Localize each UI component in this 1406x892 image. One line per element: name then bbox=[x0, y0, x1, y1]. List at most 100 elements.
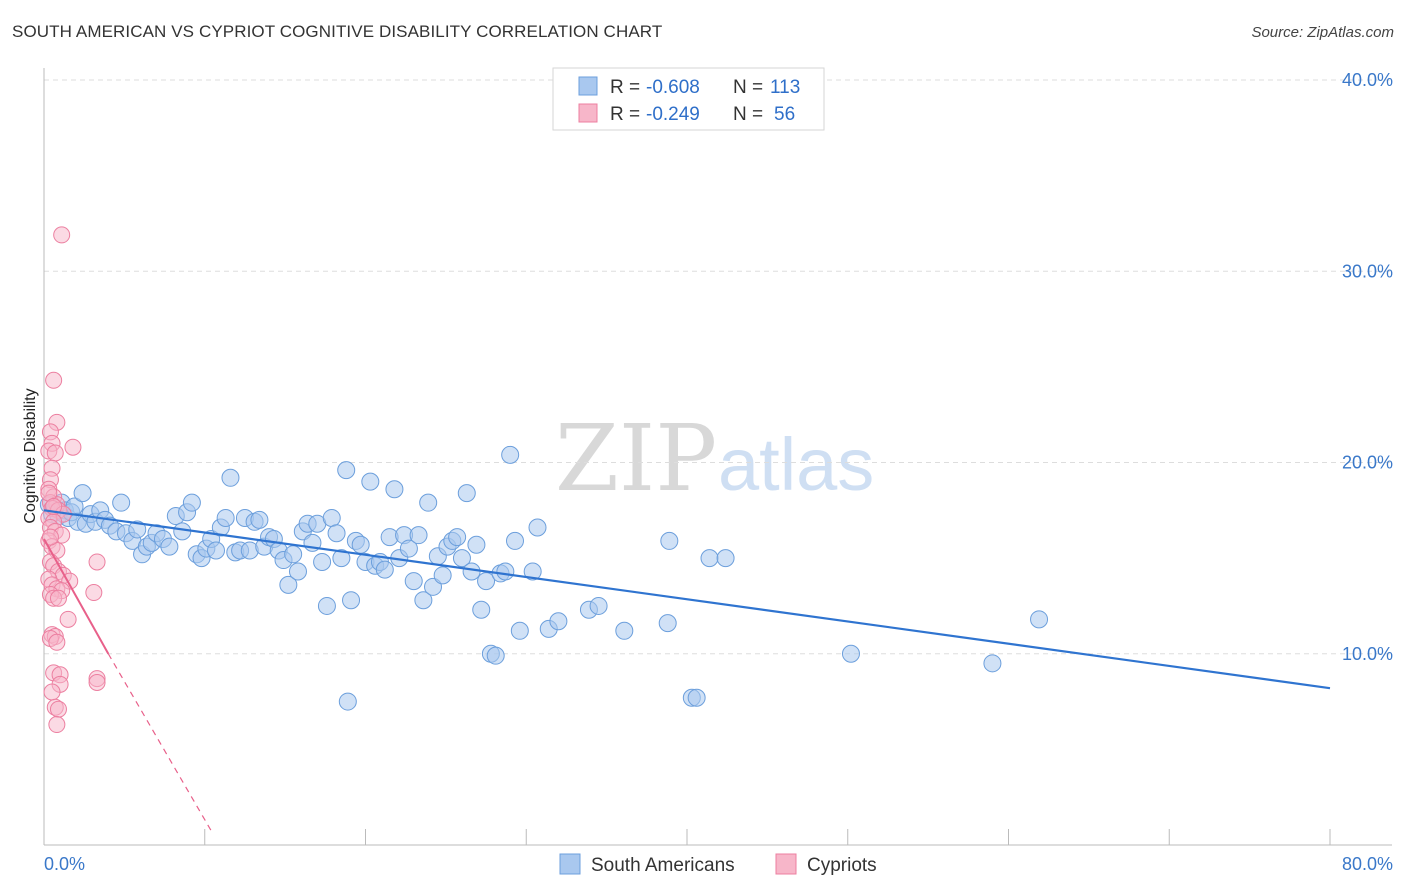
y-axis-label: Cognitive Disability bbox=[22, 388, 39, 523]
watermark-atlas: atlas bbox=[718, 423, 874, 506]
trend-lines bbox=[43, 509, 1331, 834]
south-american-point bbox=[1030, 610, 1049, 629]
south-american-point bbox=[716, 549, 735, 568]
y-tick-labels: 10.0% 20.0% 30.0% 40.0% bbox=[1342, 70, 1393, 664]
south-american-point bbox=[327, 524, 346, 543]
series-label-cypriots: Cypriots bbox=[807, 855, 877, 876]
south-american-point bbox=[160, 537, 179, 556]
south-american-point bbox=[288, 562, 307, 581]
south-american-point bbox=[549, 612, 568, 631]
south-american-point bbox=[385, 480, 404, 499]
south-american-point bbox=[332, 549, 351, 568]
cypriots-trend-extension bbox=[107, 653, 214, 834]
south-americans-points bbox=[39, 445, 1049, 711]
x-tick-label-min: 0.0% bbox=[44, 854, 85, 874]
south-american-point bbox=[112, 493, 131, 512]
south-american-point bbox=[687, 688, 706, 707]
south-american-point bbox=[700, 549, 719, 568]
south-american-point bbox=[337, 461, 356, 480]
series-swatch-cypriots bbox=[775, 853, 797, 875]
south-american-point bbox=[496, 562, 515, 581]
cypriot-point bbox=[49, 589, 67, 607]
cypriot-point bbox=[88, 553, 106, 571]
cypriot-point bbox=[88, 673, 106, 691]
south-american-point bbox=[221, 468, 240, 487]
south-american-point bbox=[448, 528, 467, 547]
chart-title: SOUTH AMERICAN VS CYPRIOT COGNITIVE DISA… bbox=[12, 22, 663, 41]
legend-swatch-south-americans bbox=[578, 76, 598, 96]
cypriot-point bbox=[48, 633, 66, 651]
south-american-point bbox=[424, 577, 443, 596]
y-tick-label: 10.0% bbox=[1342, 644, 1393, 664]
south-american-point bbox=[477, 572, 496, 591]
grid-lines bbox=[44, 79, 1392, 655]
south-american-point bbox=[467, 535, 486, 554]
south-american-point bbox=[313, 552, 332, 571]
south-american-point bbox=[128, 520, 147, 539]
south-americans-trend-line bbox=[43, 509, 1331, 690]
south-american-point bbox=[284, 545, 303, 564]
south-american-point bbox=[409, 526, 428, 545]
south-american-point bbox=[317, 596, 336, 615]
legend-n-value-2: 56 bbox=[774, 104, 795, 125]
south-american-point bbox=[216, 508, 235, 527]
south-american-point bbox=[501, 445, 520, 464]
legend-r-value-1: -0.608 bbox=[646, 77, 700, 98]
y-tick-label: 40.0% bbox=[1342, 70, 1393, 90]
cypriot-point bbox=[41, 528, 59, 546]
legend-r-label-2: R = bbox=[610, 104, 640, 125]
cypriot-point bbox=[85, 584, 103, 602]
south-american-point bbox=[322, 508, 341, 527]
south-american-point bbox=[207, 541, 226, 560]
cypriot-point bbox=[53, 226, 71, 244]
legend-r-value-2: -0.249 bbox=[646, 104, 700, 125]
south-american-point bbox=[414, 591, 433, 610]
south-american-point bbox=[486, 646, 505, 665]
source-label: Source: ZipAtlas.com bbox=[1251, 24, 1394, 41]
south-american-point bbox=[658, 614, 677, 633]
south-american-point bbox=[523, 562, 542, 581]
south-american-point bbox=[660, 531, 679, 550]
south-american-point bbox=[505, 531, 524, 550]
south-american-point bbox=[361, 472, 380, 491]
south-american-point bbox=[342, 591, 361, 610]
correlation-legend: R = -0.608 N = 113 R = -0.249 N = 56 bbox=[552, 67, 825, 131]
legend-box bbox=[552, 67, 825, 131]
cypriot-point bbox=[59, 610, 77, 628]
south-american-point bbox=[351, 535, 370, 554]
legend-n-value-1: 113 bbox=[770, 77, 800, 98]
cypriot-point bbox=[64, 438, 82, 456]
south-american-point bbox=[419, 493, 438, 512]
cypriot-point bbox=[49, 700, 67, 718]
south-american-point bbox=[983, 654, 1002, 673]
cypriot-point bbox=[48, 716, 66, 734]
south-american-point bbox=[404, 572, 423, 591]
legend-swatch-cypriots bbox=[578, 103, 598, 123]
cypriot-point bbox=[43, 683, 61, 701]
south-american-point bbox=[433, 566, 452, 585]
legend-r-label-1: R = bbox=[610, 77, 640, 98]
south-american-point bbox=[182, 493, 201, 512]
series-label-south-americans: South Americans bbox=[591, 855, 735, 876]
legend-n-label-1: N = bbox=[733, 77, 763, 98]
cypriot-point bbox=[46, 444, 64, 462]
y-tick-label: 20.0% bbox=[1342, 453, 1393, 473]
south-american-point bbox=[510, 621, 529, 640]
south-american-point bbox=[250, 510, 269, 529]
south-american-point bbox=[472, 600, 491, 619]
watermark-zip: ZIP bbox=[555, 405, 717, 512]
cypriots-points bbox=[40, 226, 106, 734]
south-american-point bbox=[338, 692, 357, 711]
south-american-point bbox=[589, 596, 608, 615]
south-american-point bbox=[452, 549, 471, 568]
y-tick-label: 30.0% bbox=[1342, 261, 1393, 281]
south-american-point bbox=[841, 644, 860, 663]
south-american-point bbox=[528, 518, 547, 537]
cypriot-point bbox=[45, 371, 63, 389]
cypriots-trend-line bbox=[43, 538, 110, 655]
series-legend: South Americans Cypriots bbox=[559, 853, 877, 876]
south-american-point bbox=[462, 562, 481, 581]
x-tick-marks bbox=[204, 829, 1331, 845]
south-american-point bbox=[73, 484, 92, 503]
